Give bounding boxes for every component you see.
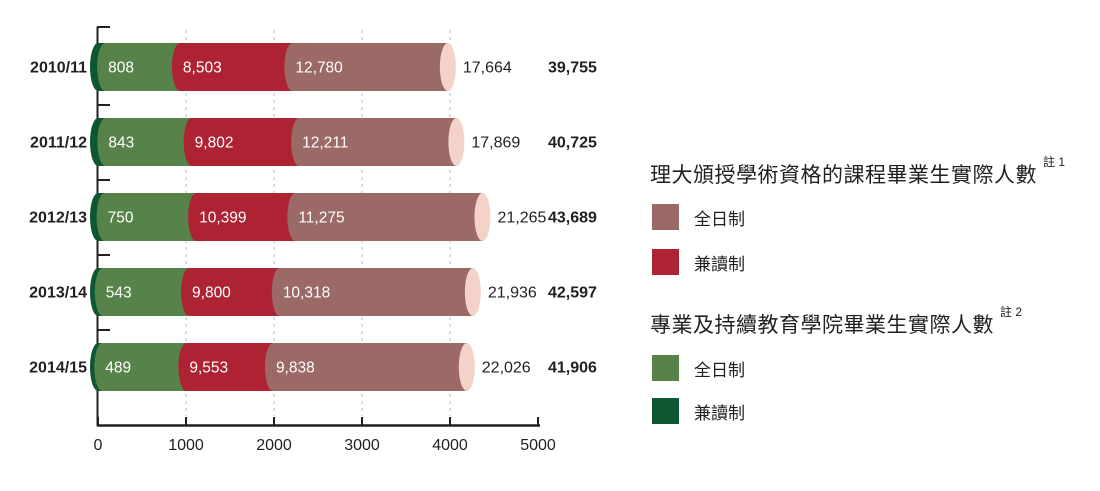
- bar-segment: [292, 43, 448, 91]
- bar-total-label: 39,755: [548, 60, 597, 77]
- footnote-ref-2: 註 2: [1000, 305, 1023, 319]
- segment-value-label: 9,838: [276, 360, 315, 377]
- x-axis-tick-label: 3000: [344, 437, 380, 454]
- legend-label: 全日制: [694, 209, 745, 229]
- segment-value-label-outside: 17,664: [463, 60, 512, 77]
- segment-value-label: 11,275: [298, 210, 344, 227]
- legend-group-title-text: 理大頒授學術資格的課程畢業生實際人數: [650, 164, 1037, 187]
- year-label: 2011/12: [30, 135, 87, 152]
- bar-segment: [299, 118, 457, 166]
- bar-end-cap: [474, 193, 491, 241]
- segment-value-label: 12,780: [295, 60, 343, 77]
- bar-end-cap: [439, 43, 456, 91]
- legend: 理大頒授學術資格的課程畢業生實際人數註 1 全日制 兼讀制 專業及持續教育學院畢…: [650, 0, 1100, 486]
- bar-segment: [279, 268, 473, 316]
- segment-value-label: 750: [108, 210, 134, 227]
- bar-segment: [105, 118, 192, 166]
- x-axis-tick-label: 2000: [256, 437, 292, 454]
- segment-value-label-outside: 17,869: [471, 135, 520, 152]
- bar-segment: [102, 343, 187, 391]
- legend-swatch-cpce-parttime: [652, 398, 679, 424]
- x-axis-tick-label: 4000: [432, 437, 468, 454]
- bar-end-cap: [458, 343, 475, 391]
- segment-value-label-outside: 21,265: [497, 210, 546, 227]
- bar-segment: [179, 43, 293, 91]
- bar-total-label: 43,689: [548, 210, 597, 227]
- legend-item-cpce-parttime: 兼讀制: [652, 398, 745, 424]
- stacked-bar-chart: 0 1000 2000 3000 4000 5000 2010/11 808 8,503 12,7…: [29, 26, 597, 454]
- x-axis-tick-label: 1000: [168, 437, 204, 454]
- year-label: 2014/15: [29, 360, 87, 377]
- segment-value-label: 843: [108, 135, 134, 152]
- bar-segment: [186, 343, 273, 391]
- bar-segment: [105, 43, 180, 91]
- legend-group-title-polyu: 理大頒授學術資格的課程畢業生實際人數註 1: [650, 155, 1066, 189]
- segment-value-label: 10,399: [199, 210, 246, 227]
- legend-swatch-cpce-fulltime: [652, 355, 679, 381]
- bar-segment: [189, 268, 280, 316]
- footnote-ref-1: 註 1: [1043, 155, 1066, 169]
- bar-segment: [191, 118, 300, 166]
- segment-value-label: 489: [105, 360, 131, 377]
- segment-value-label-outside: 21,936: [488, 285, 537, 302]
- legend-group-title-cpce: 專業及持續教育學院畢業生實際人數註 2: [650, 305, 1023, 339]
- legend-label: 全日制: [694, 360, 745, 380]
- bar-total-label: 41,906: [548, 360, 597, 377]
- segment-value-label: 10,318: [283, 285, 330, 302]
- x-axis-tick-label: 0: [94, 437, 103, 454]
- bar-segment: [295, 193, 483, 241]
- bar-total-label: 42,597: [548, 285, 597, 302]
- legend-swatch-polyu-fulltime: [652, 204, 679, 230]
- legend-item-polyu-fulltime: 全日制: [652, 204, 745, 230]
- year-label: 2012/13: [29, 210, 87, 227]
- legend-item-cpce-fulltime: 全日制: [652, 355, 745, 381]
- bar-end-cap: [448, 118, 465, 166]
- legend-label: 兼讀制: [694, 403, 745, 423]
- bar-total-label: 40,725: [548, 135, 597, 152]
- year-label: 2013/14: [29, 285, 87, 302]
- bar-end-cap: [464, 268, 481, 316]
- legend-label: 兼讀制: [694, 254, 745, 274]
- year-label: 2010/11: [30, 60, 87, 77]
- x-axis-tick-label: 5000: [520, 437, 556, 454]
- chart-canvas: 0 1000 2000 3000 4000 5000 2010/11 808 8,503 12,7…: [29, 26, 597, 454]
- bar-segment: [104, 193, 197, 241]
- segment-value-label: 12,211: [302, 135, 348, 152]
- segment-value-label: 9,800: [192, 285, 231, 302]
- segment-value-label-outside: 22,026: [482, 360, 531, 377]
- segment-value-label: 9,802: [195, 135, 234, 152]
- bar-segment: [196, 193, 296, 241]
- segment-value-label: 8,503: [183, 60, 222, 77]
- legend-item-polyu-parttime: 兼讀制: [652, 249, 745, 275]
- segment-value-label: 9,553: [189, 360, 228, 377]
- legend-swatch-polyu-parttime: [652, 249, 679, 275]
- bar-segment: [272, 343, 467, 391]
- bar-segment: [102, 268, 190, 316]
- legend-group-title-text: 專業及持續教育學院畢業生實際人數: [650, 314, 994, 337]
- segment-value-label: 808: [108, 60, 134, 77]
- segment-value-label: 543: [106, 285, 132, 302]
